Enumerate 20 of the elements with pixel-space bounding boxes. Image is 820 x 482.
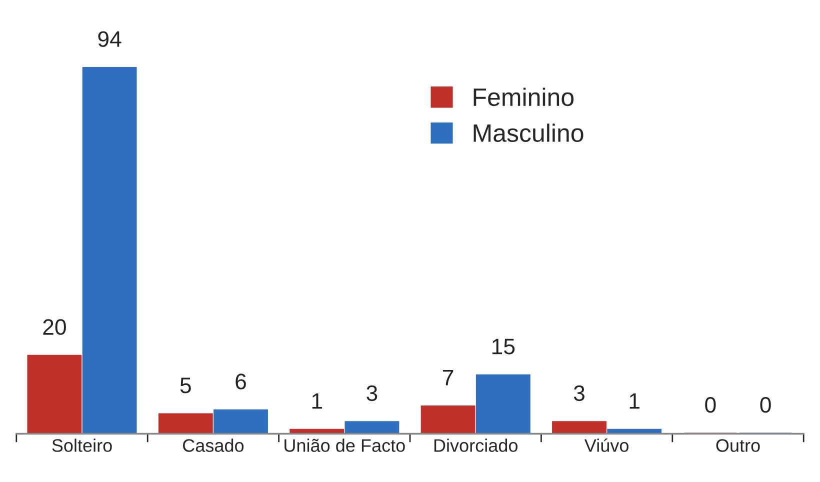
legend-label: Masculino: [474, 124, 584, 142]
data-label: 15: [492, 338, 515, 354]
legend-label: Feminino: [474, 88, 574, 106]
x-tick-label: Viúvo: [584, 438, 628, 452]
data-label: 7: [443, 370, 454, 386]
data-label: 3: [574, 385, 584, 402]
data-label: 1: [630, 393, 640, 409]
x-tick-label: Casado: [183, 438, 244, 452]
x-tick-label: Solteiro: [52, 438, 112, 452]
x-tick-label: Divorciado: [434, 438, 518, 452]
data-label: 20: [43, 319, 66, 335]
data-label: 5: [180, 378, 191, 394]
data-label: 94: [98, 31, 122, 47]
x-tick-label: Outro: [716, 439, 760, 452]
data-label: 0: [705, 397, 716, 413]
data-label: 6: [236, 374, 246, 390]
data-label: 1: [312, 393, 322, 409]
x-tick-label: União de Facto: [284, 438, 405, 452]
data-label: 3: [366, 385, 378, 402]
data-label: 0: [760, 397, 771, 413]
